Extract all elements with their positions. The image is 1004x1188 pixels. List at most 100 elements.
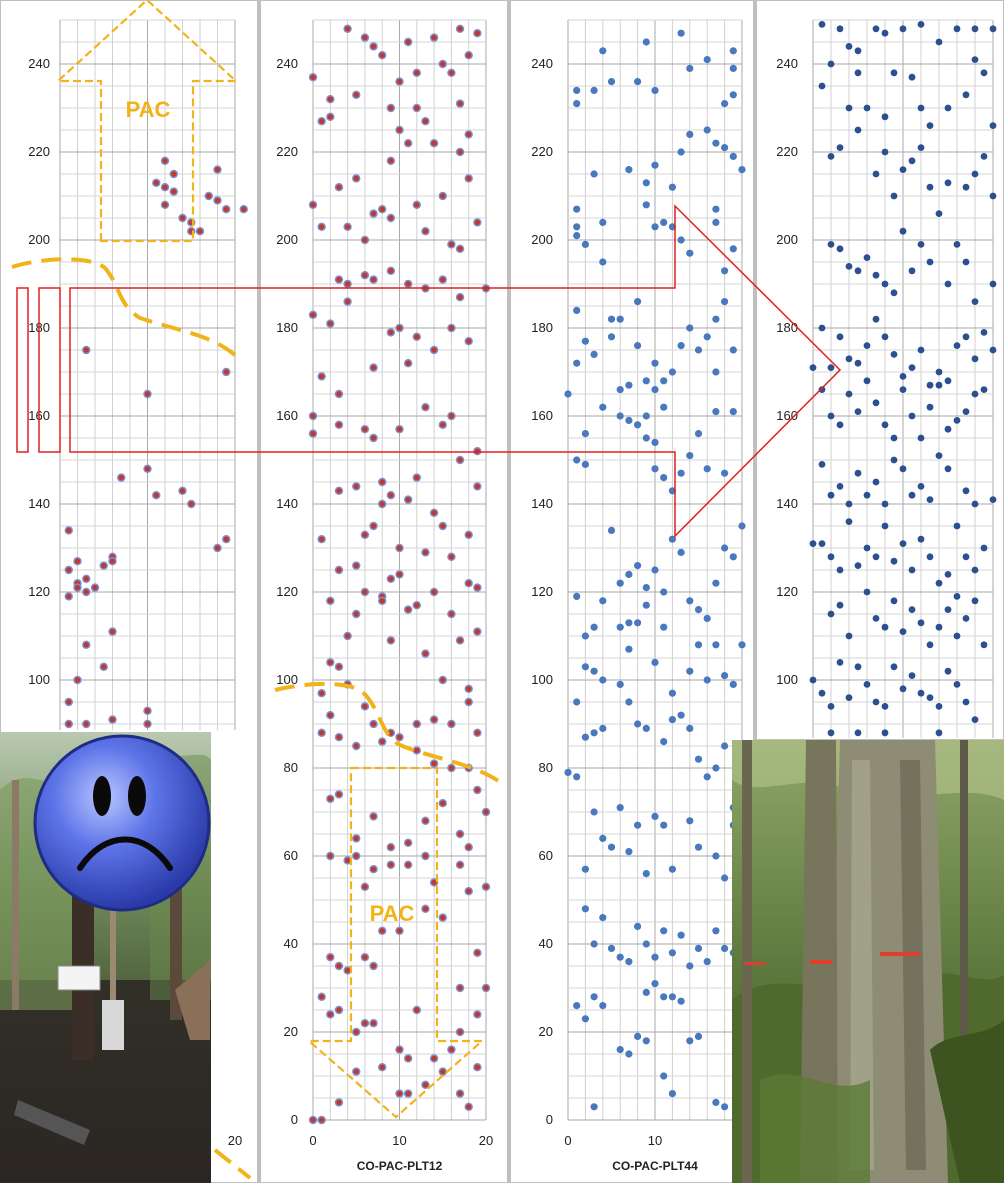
data-point [962,487,970,495]
data-point [729,680,737,689]
data-point [66,699,72,705]
data-point [379,738,385,745]
data-point [908,672,916,679]
panel-frame-4 [755,0,1004,741]
data-point [917,104,925,112]
data-point [327,954,333,960]
data-point [310,1117,316,1123]
data-point [162,184,168,190]
data-point [440,193,446,199]
data-point [729,408,737,416]
data-point [944,606,952,613]
data-point [616,804,624,812]
data-point [686,597,694,605]
data-point [712,579,720,587]
data-point [962,333,970,341]
data-point [872,615,880,622]
data-point [396,1046,403,1053]
data-point [917,241,925,248]
data-point [223,536,229,542]
data-point [440,677,446,683]
y-tick-label: 120 [28,584,50,599]
data-point [845,390,853,398]
data-point [422,404,429,410]
data-point [854,663,862,671]
data-point [926,381,934,389]
y-tick-label: 240 [276,56,298,71]
data-point [573,592,581,601]
data-point [573,359,581,367]
y-tick-label: 180 [776,320,798,335]
data-point [854,562,862,569]
data-point [171,171,177,177]
data-point [370,276,377,283]
data-point [310,312,316,318]
data-point [660,218,668,226]
data-point [573,223,581,231]
data-point [926,258,934,266]
data-point [827,153,835,160]
y-tick-label: 180 [531,320,553,335]
data-point [370,813,377,820]
data-point [370,721,377,727]
data-point [83,347,89,353]
data-point [457,985,463,991]
y-tick-label: 160 [776,408,798,423]
data-point [908,157,916,165]
data-point [599,218,607,226]
data-point [686,452,694,460]
data-point [414,70,420,76]
data-point [944,571,952,578]
data-point [474,483,481,490]
data-point [712,1098,720,1106]
data-point [431,34,437,41]
data-point [162,202,168,208]
data-point [738,641,746,649]
data-point [362,1020,368,1026]
data-point [642,412,650,420]
data-point [642,724,650,733]
data-point [440,276,446,283]
data-point [616,386,624,394]
data-point [729,47,737,55]
data-point [318,730,325,736]
data-point [318,536,325,542]
data-point [581,733,590,741]
data-point [872,315,880,323]
data-point [899,25,907,33]
data-point [616,680,624,689]
data-point [327,796,333,802]
y-tick-label: 200 [531,232,553,247]
data-point [83,576,89,582]
data-point [703,676,711,684]
data-point [388,637,394,644]
data-point [144,466,151,472]
data-point [712,408,720,416]
x-tick-label: 20 [228,1133,242,1148]
data-point [818,21,826,28]
data-point [686,64,694,72]
data-point [836,421,844,429]
y-tick-label: 140 [28,496,50,511]
data-point [466,338,472,344]
data-point [590,808,598,816]
y-tick-label: 200 [28,232,50,247]
data-point [651,86,659,94]
data-point [827,412,835,420]
data-point [908,606,916,613]
data-point [962,258,970,266]
data-point [845,263,853,270]
data-point [642,988,650,997]
data-point [971,390,979,398]
data-point [223,369,229,375]
data-point [590,86,598,94]
y-tick-label: 60 [284,848,298,863]
data-point [712,315,720,323]
data-point [694,755,703,763]
data-point [721,1103,729,1111]
data-point [729,346,737,354]
data-point [980,386,988,393]
data-point [457,246,463,252]
data-point [721,944,729,953]
data-point [908,412,916,420]
